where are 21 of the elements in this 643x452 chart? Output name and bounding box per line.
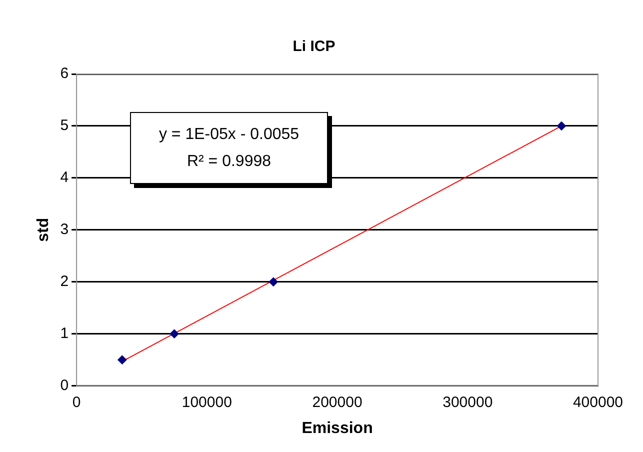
point xyxy=(170,329,179,338)
y-tick-label: 1 xyxy=(60,324,69,342)
x-tick-label: 200000 xyxy=(312,394,362,411)
y-tick-label: 6 xyxy=(60,65,69,82)
point xyxy=(557,121,566,130)
y-tick-label: 2 xyxy=(60,273,69,290)
x-tick-label: 300000 xyxy=(442,394,493,411)
y-tick-label: 0 xyxy=(60,376,69,394)
annotation: R² = 0.9998 xyxy=(186,152,272,172)
y-tick-label: 3 xyxy=(60,221,69,238)
chart-title: Li ICP xyxy=(292,38,336,56)
x-tick-label: 0 xyxy=(72,394,81,411)
y-tick-label: 5 xyxy=(60,117,69,134)
x-tick-label: 400000 xyxy=(572,394,624,411)
x-axis-title: Emission xyxy=(302,420,373,437)
point xyxy=(268,277,278,286)
y-axis-title: std xyxy=(35,218,52,242)
annotation: y = 1E-05x - 0.0055 xyxy=(158,125,300,145)
x-tick-label: 100000 xyxy=(182,394,232,411)
point xyxy=(118,355,127,364)
y-tick-label: 4 xyxy=(60,169,69,186)
